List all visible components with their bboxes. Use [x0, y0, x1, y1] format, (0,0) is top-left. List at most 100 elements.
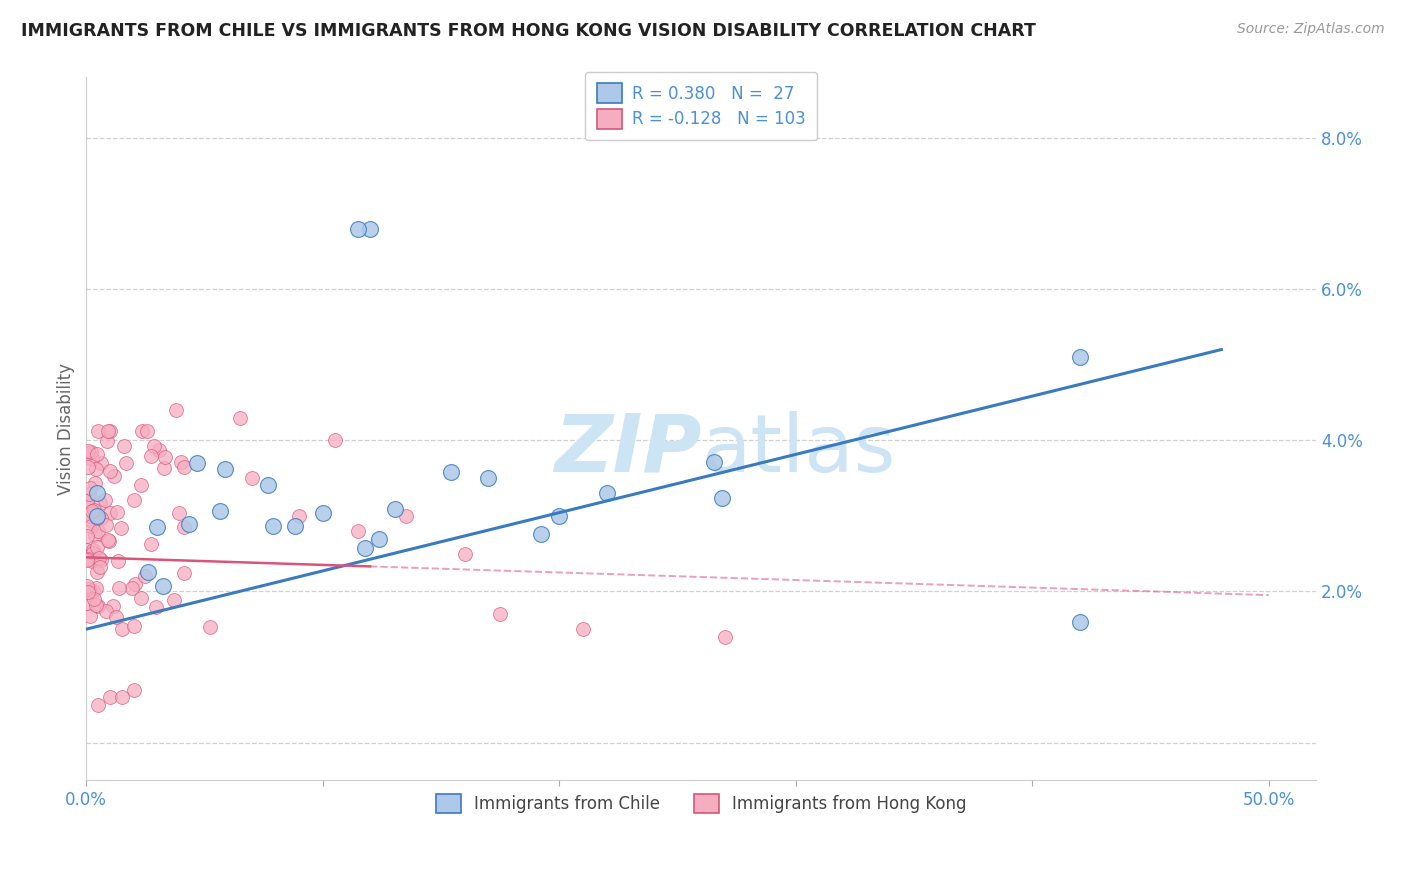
Point [86, 511, 108, 525]
Point [84, 598, 107, 612]
Point [262, 519, 284, 533]
Y-axis label: Vision Disability: Vision Disability [58, 363, 75, 495]
Point [97, 533, 120, 547]
Point [170, 455, 193, 469]
Point [110, 520, 132, 534]
Point [703, 455, 725, 469]
Point [163, 593, 186, 607]
Text: ZIP: ZIP [554, 411, 702, 489]
Point [489, 607, 512, 621]
Point [173, 459, 195, 474]
Point [77, 487, 100, 501]
Point [107, 505, 129, 519]
Point [384, 502, 406, 516]
Point [122, 682, 145, 697]
Point [530, 526, 553, 541]
Point [79, 608, 101, 623]
Point [107, 581, 129, 595]
Point [98, 506, 121, 520]
Point [84, 582, 107, 596]
Point [711, 491, 734, 506]
Point [80, 553, 103, 567]
Point [79, 508, 101, 523]
Point [104, 609, 127, 624]
Point [209, 504, 232, 518]
Point [76, 553, 98, 567]
Point [152, 579, 174, 593]
Legend: Immigrants from Chile, Immigrants from Hong Kong: Immigrants from Chile, Immigrants from H… [425, 782, 979, 825]
Point [98, 424, 121, 438]
Point [97, 425, 120, 439]
Point [97, 534, 120, 549]
Point [83, 592, 105, 607]
Point [173, 566, 195, 580]
Point [94, 604, 117, 618]
Point [453, 547, 475, 561]
Point [83, 503, 105, 517]
Point [240, 471, 263, 485]
Point [186, 456, 208, 470]
Point [177, 516, 200, 531]
Point [124, 577, 146, 591]
Point [76, 552, 98, 566]
Point [122, 619, 145, 633]
Point [121, 582, 143, 596]
Point [89, 550, 111, 565]
Point [82, 546, 104, 560]
Point [77, 444, 100, 458]
Point [548, 508, 571, 523]
Point [173, 520, 195, 534]
Point [165, 403, 187, 417]
Text: atlas: atlas [702, 411, 896, 489]
Point [135, 424, 157, 438]
Point [359, 221, 381, 235]
Point [139, 450, 162, 464]
Point [94, 518, 117, 533]
Point [89, 560, 111, 574]
Point [82, 504, 104, 518]
Point [257, 478, 280, 492]
Point [477, 471, 499, 485]
Point [82, 542, 104, 557]
Point [94, 493, 117, 508]
Point [86, 540, 108, 554]
Point [111, 690, 134, 705]
Point [82, 452, 104, 467]
Point [77, 582, 100, 597]
Point [76, 459, 98, 474]
Point [86, 566, 108, 580]
Point [1069, 615, 1091, 629]
Point [84, 461, 107, 475]
Point [89, 496, 111, 510]
Text: Source: ZipAtlas.com: Source: ZipAtlas.com [1237, 22, 1385, 37]
Point [82, 584, 104, 599]
Point [138, 565, 160, 579]
Point [288, 508, 311, 523]
Point [124, 493, 146, 508]
Point [152, 461, 174, 475]
Point [440, 465, 463, 479]
Point [103, 468, 125, 483]
Point [572, 622, 595, 636]
Point [129, 478, 152, 492]
Point [145, 600, 167, 615]
Point [214, 462, 236, 476]
Point [76, 494, 98, 508]
Point [148, 442, 170, 457]
Point [79, 519, 101, 533]
Point [198, 620, 221, 634]
Point [107, 554, 129, 568]
Point [103, 599, 125, 614]
Point [90, 553, 112, 567]
Point [83, 507, 105, 521]
Point [83, 528, 105, 542]
Point [347, 524, 370, 538]
Point [312, 506, 335, 520]
Text: IMMIGRANTS FROM CHILE VS IMMIGRANTS FROM HONG KONG VISION DISABILITY CORRELATION: IMMIGRANTS FROM CHILE VS IMMIGRANTS FROM… [21, 22, 1036, 40]
Point [146, 520, 169, 534]
Point [111, 622, 134, 636]
Point [76, 585, 98, 599]
Point [76, 542, 98, 557]
Point [394, 508, 416, 523]
Point [143, 439, 166, 453]
